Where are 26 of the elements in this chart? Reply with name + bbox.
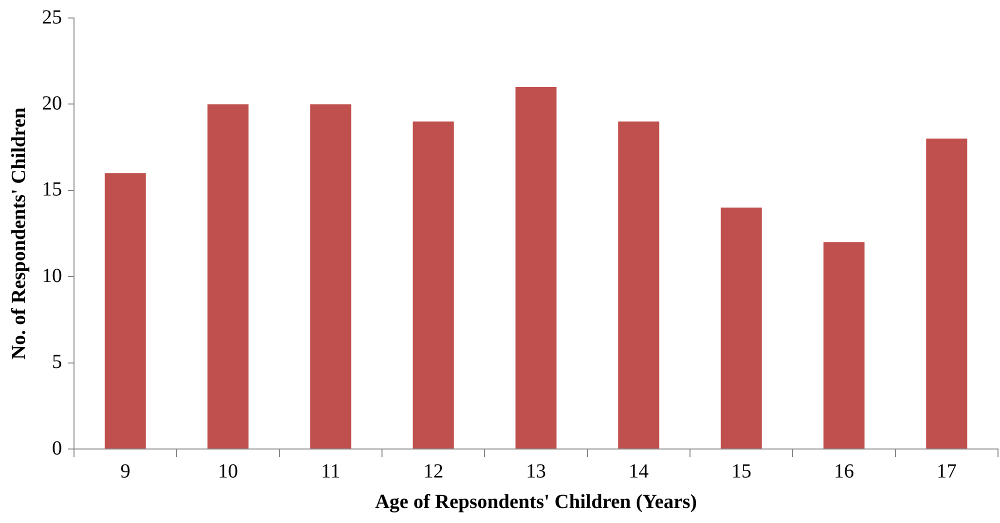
bar xyxy=(618,121,660,448)
bar xyxy=(207,104,249,448)
bar xyxy=(823,242,865,448)
bar xyxy=(104,173,146,448)
bar xyxy=(412,121,454,448)
x-tick-label: 11 xyxy=(321,460,340,482)
y-tick-label: 5 xyxy=(52,351,62,374)
x-tick-label: 17 xyxy=(936,460,957,482)
bar xyxy=(926,138,968,448)
y-tick-label: 20 xyxy=(42,92,62,114)
y-tick-label: 10 xyxy=(42,264,62,287)
bar xyxy=(310,104,352,448)
x-tick-label: 9 xyxy=(120,460,130,482)
x-tick-label: 16 xyxy=(834,460,854,482)
y-tick-label: 0 xyxy=(52,437,62,460)
x-tick-label: 12 xyxy=(423,460,444,482)
x-tick-label: 10 xyxy=(218,460,238,482)
y-tick-label: 15 xyxy=(42,178,62,201)
x-tick-label: 14 xyxy=(628,460,649,482)
bar xyxy=(720,208,762,448)
y-tick-label: 25 xyxy=(42,6,62,28)
y-axis-title: No. of Respondents' Children xyxy=(8,108,30,360)
x-tick-label: 13 xyxy=(526,460,546,482)
x-tick-label: 15 xyxy=(731,460,752,482)
bar xyxy=(515,86,557,448)
x-axis-title: Age of Repsondents' Children (Years) xyxy=(375,491,697,514)
